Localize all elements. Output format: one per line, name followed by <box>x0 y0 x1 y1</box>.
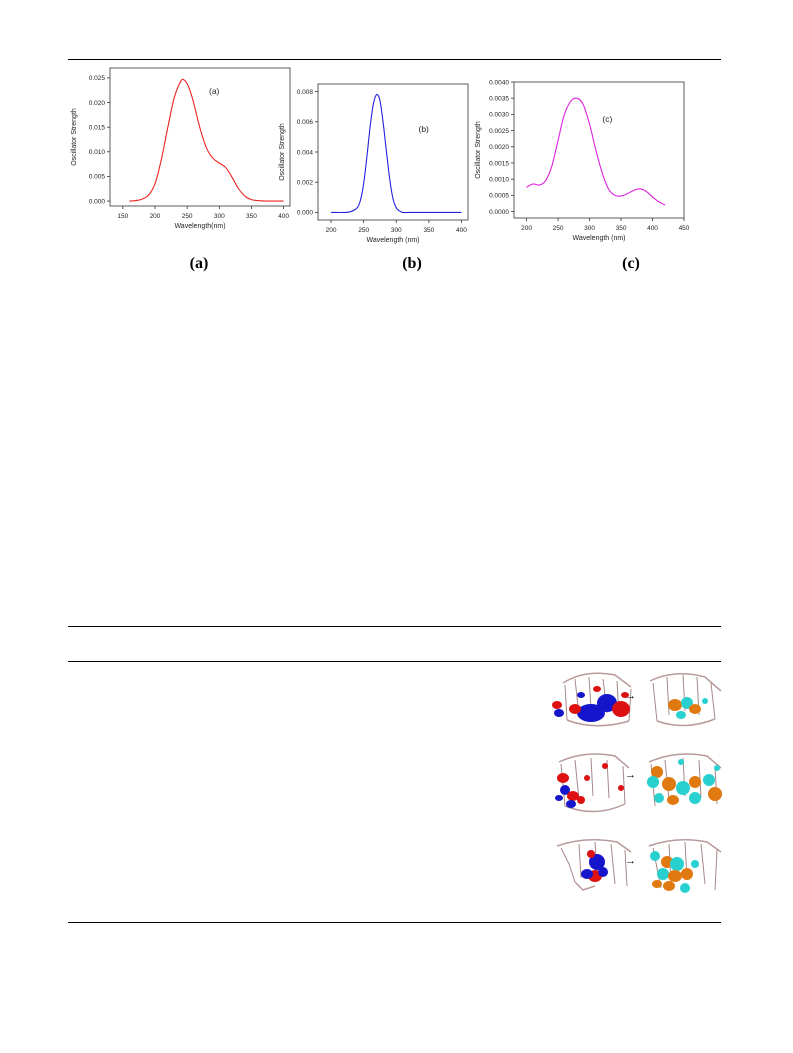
x-tick-label: 200 <box>326 227 337 234</box>
x-tick-label: 200 <box>150 213 161 220</box>
table-top-rule <box>68 626 721 627</box>
mo-transition-row-1: → <box>552 672 722 727</box>
mo-to-image-1 <box>649 673 722 727</box>
x-tick-label: 350 <box>423 227 434 234</box>
chart-panel-c: 200 250 300 350 400 450 0.0000 0.0005 0.0010 0.00… <box>475 79 690 242</box>
x-tick-label: 250 <box>553 225 564 232</box>
x-tick-label: 300 <box>584 225 595 232</box>
mo-arrow-2: → <box>625 769 636 781</box>
y-tick-label: 0.0020 <box>489 144 509 151</box>
y-tick-label: 0.015 <box>89 124 106 131</box>
y-tick-label: 0.000 <box>89 198 106 205</box>
y-tick-label: 0.020 <box>89 100 106 107</box>
x-tick-label: 450 <box>679 225 690 232</box>
y-tick-label: 0.0035 <box>489 95 509 102</box>
x-tick-label: 200 <box>521 225 532 232</box>
panel-label: (c) <box>602 114 612 124</box>
x-tick-label: 250 <box>182 213 193 220</box>
y-tick-label: 0.0040 <box>489 79 509 86</box>
y-tick-label: 0.025 <box>89 75 106 82</box>
chart-panel-a: 150 200 250 300 350 400 0.000 0.005 0.010 0.015 0.… <box>71 67 291 230</box>
mo-arrow-3: → <box>625 855 636 867</box>
mo-from-image-3 <box>556 839 632 891</box>
x-axis-label: Wavelength(nm) <box>174 223 225 230</box>
subcaption-c: (c) <box>622 255 640 272</box>
mo-from-image-1 <box>552 672 632 727</box>
y-tick-label: 0.010 <box>89 149 106 156</box>
top-rule <box>68 59 721 60</box>
x-tick-label: 300 <box>391 227 402 234</box>
x-axis-label: Wavelength (nm) <box>572 235 625 242</box>
x-tick-label: 300 <box>214 213 225 220</box>
panel-label: (a) <box>209 86 220 96</box>
mo-transition-row-2: → <box>555 753 722 813</box>
mo-to-image-3 <box>648 839 722 893</box>
y-tick-label: 0.004 <box>297 149 314 156</box>
series-line <box>331 93 462 214</box>
y-tick-label: 0.0025 <box>489 128 509 135</box>
series-line <box>129 78 284 202</box>
x-tick-label: 400 <box>647 225 658 232</box>
y-tick-label: 0.0015 <box>489 160 509 167</box>
x-tick-label: 350 <box>616 225 627 232</box>
x-tick-label: 150 <box>117 213 128 220</box>
y-tick-label: 0.002 <box>297 180 314 187</box>
x-axis-label: Wavelength (nm) <box>366 237 419 244</box>
subcaption-a: (a) <box>189 255 209 272</box>
plot-frame <box>513 81 685 219</box>
mo-to-image-2 <box>647 753 722 807</box>
series-line <box>526 97 666 206</box>
y-tick-label: 0.0005 <box>489 193 509 200</box>
y-tick-label: 0.008 <box>297 89 314 96</box>
y-axis-label: Oscillator Strength <box>475 121 482 179</box>
table-header-rule <box>68 661 721 662</box>
x-tick-label: 400 <box>456 227 467 234</box>
x-tick-label: 250 <box>358 227 369 234</box>
y-tick-label: 0.0000 <box>489 209 509 216</box>
x-tick-label: 350 <box>246 213 257 220</box>
mo-from-image-2 <box>555 753 630 813</box>
y-tick-label: 0.0010 <box>489 176 509 183</box>
y-tick-label: 0.0030 <box>489 112 509 119</box>
y-tick-label: 0.005 <box>89 174 106 181</box>
mo-transition-row-3: → <box>556 839 722 893</box>
y-axis-label: Oscillator Strength <box>279 123 286 181</box>
y-axis-label: Oscillator Strength <box>71 108 78 166</box>
panel-label: (b) <box>419 124 430 134</box>
x-tick-label: 400 <box>278 213 289 220</box>
chart-panel-b: 200 250 300 350 400 0.000 0.002 0.004 0.006 0.008… <box>279 83 469 244</box>
subcaption-b: (b) <box>402 255 422 272</box>
y-tick-label: 0.006 <box>297 119 314 126</box>
mo-arrow-1: → <box>625 690 636 702</box>
table-bottom-rule <box>68 922 721 923</box>
y-tick-label: 0.000 <box>297 210 314 217</box>
plot-frame <box>109 67 291 207</box>
